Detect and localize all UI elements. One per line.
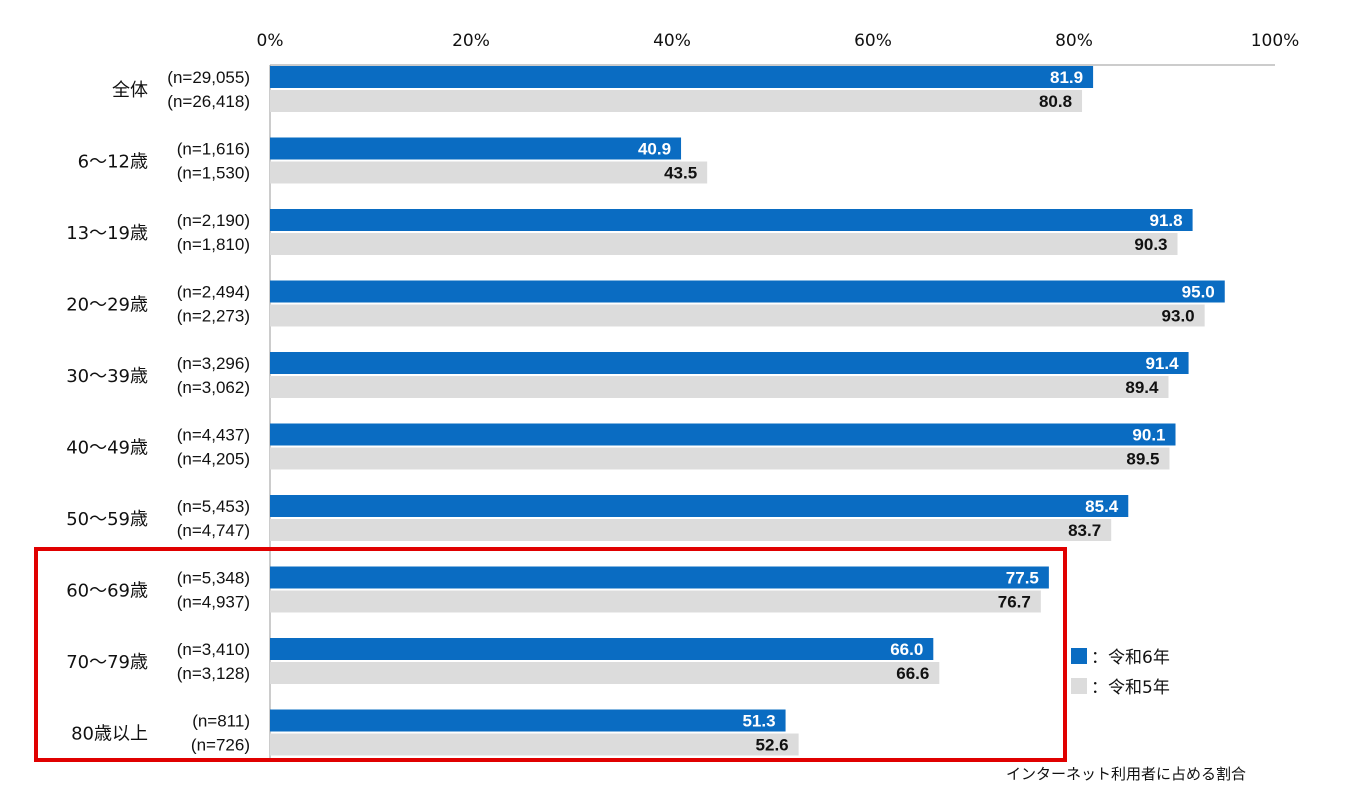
x-tick-label: 40% [653,31,691,51]
sample-size-reiwa5: (n=3,128) [177,664,250,683]
category-label: 80歳以上 [71,724,148,745]
sample-size-reiwa6: (n=4,437) [177,426,250,445]
sample-size-reiwa5: (n=4,205) [177,450,250,469]
sample-size-reiwa5: (n=726) [191,736,250,755]
data-label-reiwa5: 93.0 [1162,307,1195,326]
sample-size-reiwa6: (n=5,453) [177,497,250,516]
sample-size-reiwa5: (n=26,418) [167,92,250,111]
sample-size-reiwa6: (n=5,348) [177,569,250,588]
bar-reiwa6 [270,209,1193,231]
data-label-reiwa5: 43.5 [664,164,697,183]
sample-size-reiwa6: (n=3,296) [177,354,250,373]
category-label: 40～49歳 [66,438,148,459]
highlight-box [34,547,1067,762]
x-axis-ticks: 0% 20% 40% 60% 80% 100% [257,31,1300,51]
bar-reiwa5 [270,304,1205,327]
bar-reiwa6 [270,137,682,160]
data-label-reiwa5: 89.4 [1125,378,1159,397]
data-label-reiwa6: 40.9 [638,140,671,159]
bar-reiwa6 [270,423,1176,446]
bar-reiwa5 [270,376,1169,398]
axis-note: インターネット利用者に占める割合 [1006,765,1246,783]
data-label-reiwa5: 52.6 [756,736,789,755]
legend-label-reiwa5: ：令和5年 [1091,678,1170,698]
sample-size-reiwa5: (n=1,530) [177,164,250,183]
data-label-reiwa6: 66.0 [890,640,923,659]
category-label: 50～59歳 [66,509,148,530]
bar-reiwa5 [270,733,799,756]
category-label: 60～69歳 [66,581,148,602]
bar-rows: 81.9 80.8 (n=29,055) (n=26,418) 全体 40.9 43.5 (n… [66,66,1225,756]
sample-size-reiwa6: (n=29,055) [167,68,250,87]
bar-reiwa5 [270,519,1112,541]
bar-reiwa6 [270,709,786,732]
category-label: 6～12歳 [78,152,148,173]
data-label-reiwa6: 95.0 [1182,283,1215,302]
category-label: 13～19歳 [66,223,148,244]
data-label-reiwa5: 90.3 [1134,235,1167,254]
data-label-reiwa5: 76.7 [998,593,1031,612]
sample-size-reiwa5: (n=2,273) [177,307,250,326]
data-label-reiwa5: 66.6 [896,664,929,683]
sample-size-reiwa6: (n=1,616) [177,140,250,159]
sample-size-reiwa5: (n=4,937) [177,593,250,612]
sample-size-reiwa6: (n=3,410) [177,640,250,659]
bar-reiwa6 [270,66,1094,88]
x-tick-label: 0% [257,31,284,51]
legend: ：令和6年 ：令和5年 [1071,648,1170,698]
data-label-reiwa5: 80.8 [1039,92,1072,111]
bar-reiwa5 [270,233,1178,255]
sample-size-reiwa6: (n=2,190) [177,211,250,230]
bar-reiwa5 [270,590,1041,613]
sample-size-reiwa5: (n=1,810) [177,235,250,254]
x-tick-label: 20% [452,31,490,51]
bar-reiwa6 [270,495,1129,517]
bar-reiwa6 [270,352,1189,374]
bar-reiwa5 [270,662,940,684]
data-label-reiwa6: 91.4 [1145,354,1179,373]
bar-reiwa5 [270,447,1170,470]
data-label-reiwa6: 91.8 [1149,211,1182,230]
category-label: 30～39歳 [66,366,148,387]
legend-label-reiwa6: ：令和6年 [1091,648,1170,668]
x-tick-label: 60% [854,31,892,51]
data-label-reiwa6: 51.3 [742,712,775,731]
bar-reiwa6 [270,566,1049,589]
category-label: 20～29歳 [66,295,148,316]
data-label-reiwa5: 83.7 [1068,521,1101,540]
bar-reiwa5 [270,90,1083,112]
sample-size-reiwa5: (n=4,747) [177,521,250,540]
data-label-reiwa6: 90.1 [1132,426,1165,445]
data-label-reiwa6: 85.4 [1085,497,1119,516]
category-label: 全体 [112,80,148,101]
category-label: 70～79歳 [66,652,148,673]
sample-size-reiwa5: (n=3,062) [177,378,250,397]
legend-swatch-reiwa6 [1071,648,1087,664]
data-label-reiwa5: 89.5 [1126,450,1159,469]
bar-reiwa5 [270,161,708,184]
sample-size-reiwa6: (n=811) [192,712,250,731]
data-label-reiwa6: 77.5 [1006,569,1039,588]
legend-swatch-reiwa5 [1071,678,1087,694]
x-tick-label: 100% [1251,31,1300,51]
data-label-reiwa6: 81.9 [1050,68,1083,87]
x-tick-label: 80% [1055,31,1093,51]
sample-size-reiwa6: (n=2,494) [177,283,250,302]
bar-reiwa6 [270,638,934,660]
bar-reiwa6 [270,280,1225,303]
